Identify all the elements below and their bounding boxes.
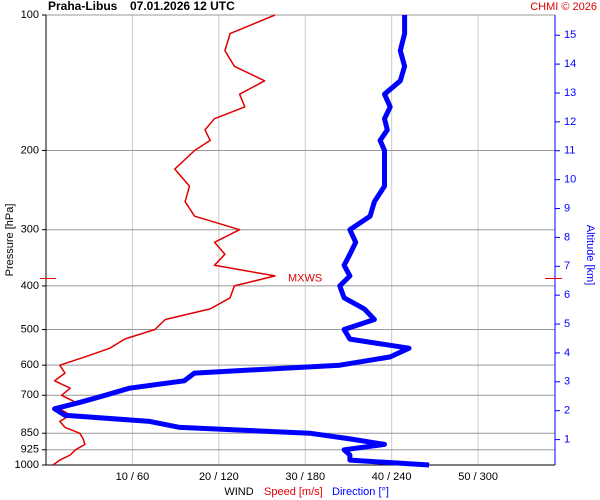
y2-tick-label: 15 [564,29,576,41]
wind-line [52,14,276,466]
y2-tick-label: 6 [564,289,570,301]
y2-tick-label: 1 [564,433,570,445]
y-axis-label: Pressure [hPa] [4,204,16,277]
y-tick-label: 925 [21,444,39,456]
y-tick-label: 100 [21,9,39,21]
y2-tick-label: 7 [564,260,570,272]
y-tick-label: 300 [21,224,39,236]
credit: CHMI © 2026 [530,1,597,13]
y2-axis-label: Altitude [km] [584,225,596,286]
y2-tick-label: 2 [564,405,570,417]
y-tick-label: 1000 [15,459,39,471]
x-tick-label: 20 / 120 [199,471,239,483]
chart-title: Praha-Libus [48,0,118,13]
y-tick-label: 500 [21,323,39,335]
y2-tick-label: 14 [564,58,576,70]
y-tick-label: 850 [21,427,39,439]
max-wind-label: MXWS [288,272,322,284]
y2-tick-label: 8 [564,231,570,243]
y-tick-label: 600 [21,359,39,371]
legend-entry: Direction [°] [332,486,389,498]
x-tick-label: 30 / 180 [285,471,325,483]
y2-tick-label: 13 [564,87,576,99]
y2-tick-label: 5 [564,318,570,330]
y2-tick-label: 10 [564,174,576,186]
y2-tick-label: 9 [564,202,570,214]
legend-entry: Speed [m/s] [264,486,323,498]
y-tick-label: 400 [21,280,39,292]
y-tick-label: 700 [21,389,39,401]
y2-tick-label: 4 [564,347,570,359]
x-tick-label: 50 / 300 [458,471,498,483]
y-tick-label: 200 [21,144,39,156]
y2-tick-label: 12 [564,116,576,128]
y2-tick-label: 11 [564,145,575,157]
x-axis-label: WIND [224,486,253,498]
y2-tick-label: 3 [564,376,570,388]
x-tick-label: 10 / 60 [116,471,150,483]
chart-subtitle: 07.01.2026 12 UTC [130,0,235,13]
wind-line [52,15,430,468]
x-tick-label: 40 / 240 [372,471,412,483]
